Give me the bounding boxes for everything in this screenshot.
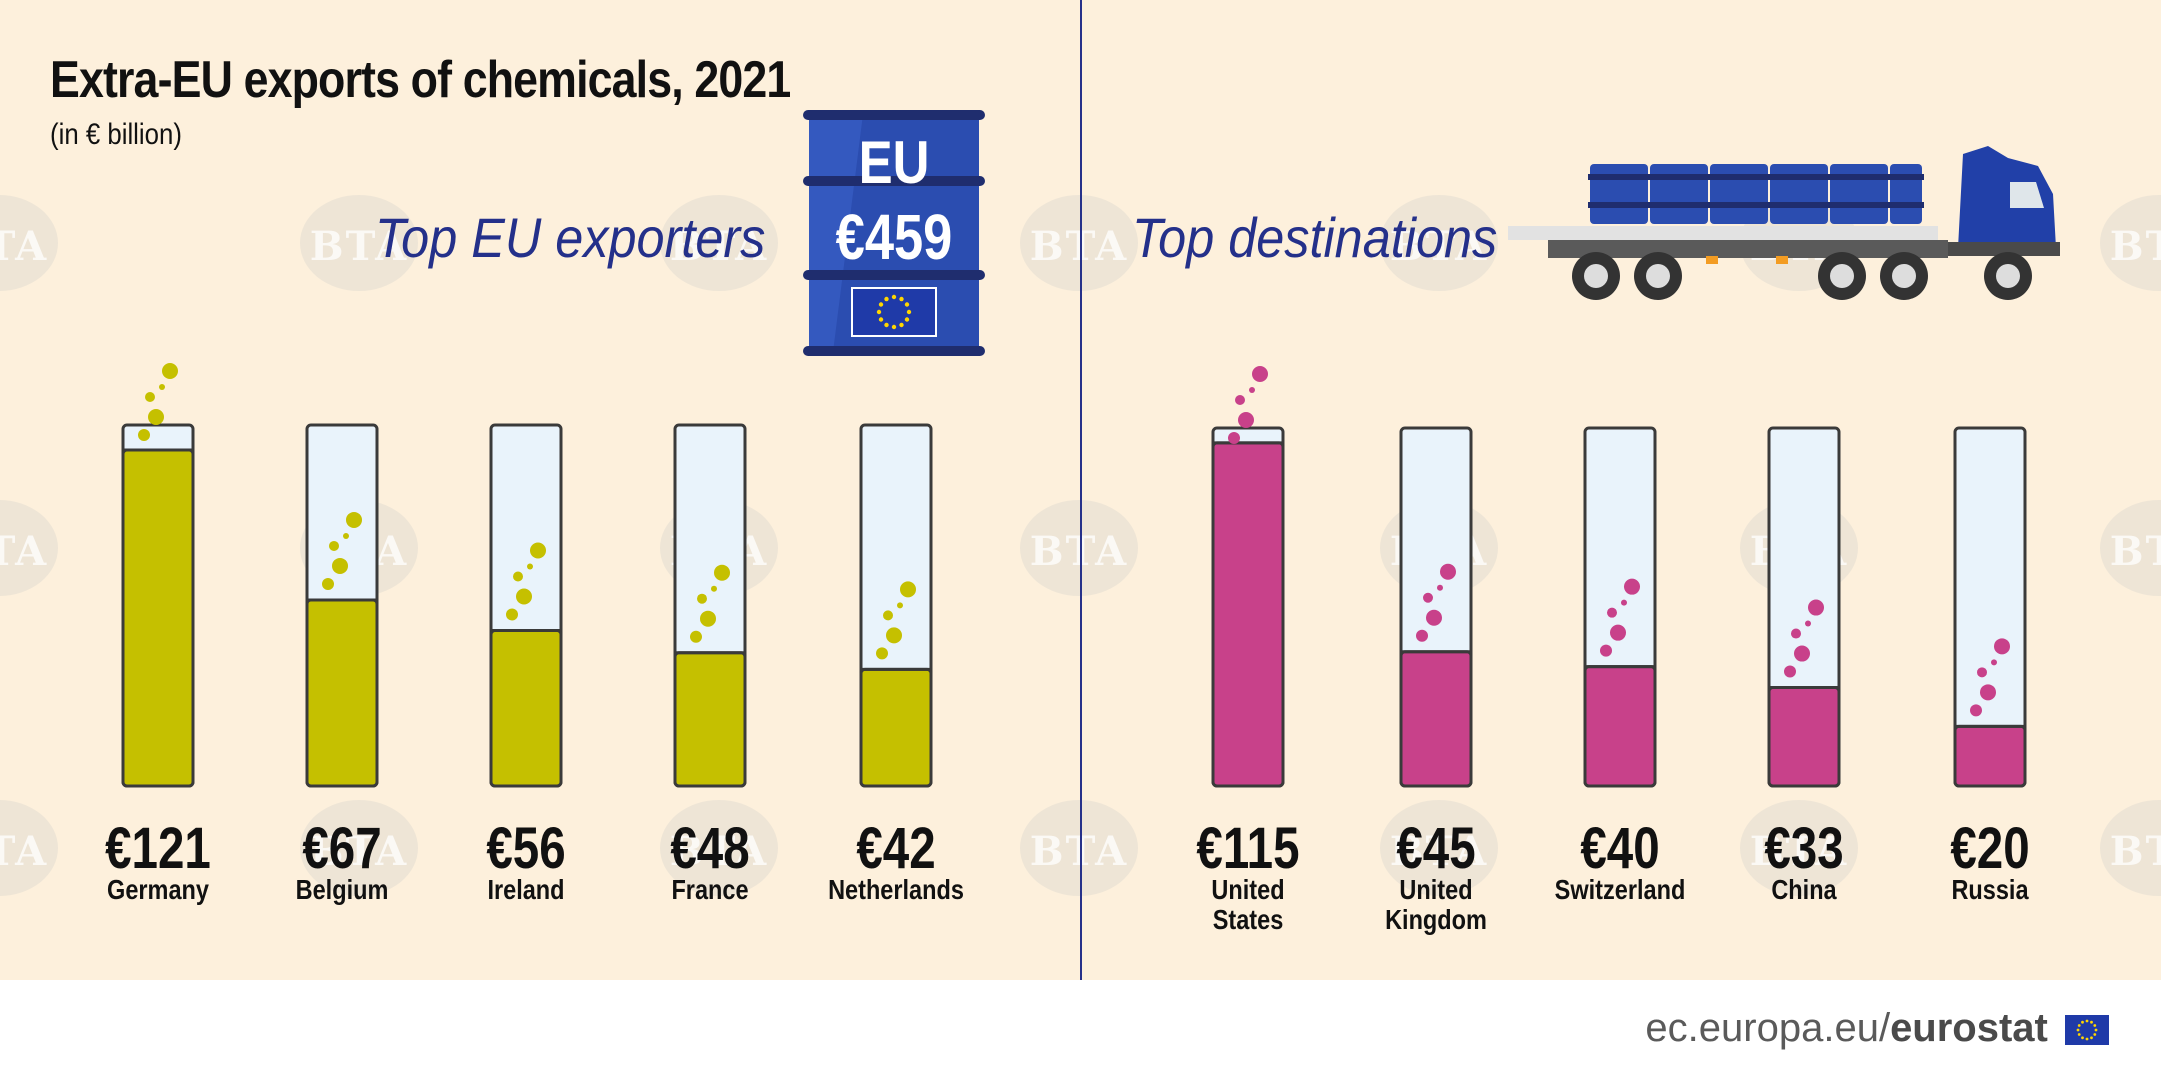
destinations-heading: Top destinations [1132, 206, 1498, 269]
watermark-text: BTA [669, 223, 769, 270]
watermark-text: BTA [0, 528, 49, 575]
watermark-logo: BTA [1740, 800, 1858, 896]
watermark-logo: BTA [1380, 195, 1498, 291]
destination-value-label: €115 [1196, 817, 1299, 882]
truck-icon [1508, 146, 2060, 300]
bubbles-icon [138, 363, 178, 441]
watermark-logo: BTA [300, 195, 418, 291]
exporter-bar-fill [121, 448, 195, 788]
watermark-logo: BTA [1020, 800, 1138, 896]
footer-source: ec.europa.eu/eurostat [1645, 1006, 2109, 1051]
eu-total-label: EU [858, 129, 930, 196]
destination-bar-fill [1767, 686, 1841, 788]
bubbles-icon [1416, 563, 1456, 642]
truck-wheels [1572, 252, 2032, 300]
watermark-logo: BTA [660, 195, 778, 291]
watermark-text: BTA [309, 828, 409, 875]
exporter-category-label: Germany [107, 875, 209, 905]
watermark-text: BTA [1389, 828, 1489, 875]
destination-bar-fill [1211, 441, 1285, 788]
watermark-text: BTA [1029, 223, 1129, 270]
destination-value-label: €20 [1950, 817, 2029, 882]
exporter-category-label: Ireland [487, 875, 564, 905]
watermark-text: BTA [0, 223, 49, 270]
bubbles-icon [1228, 366, 1268, 444]
destination-category-label: United [1211, 875, 1284, 905]
watermark-text: BTA [2109, 828, 2161, 875]
exporter-bar-fill [305, 598, 379, 788]
destination-category-label: Switzerland [1555, 875, 1686, 905]
destination-category-label: Kingdom [1385, 905, 1487, 935]
destination-category-label: United [1399, 875, 1472, 905]
bubbles-icon [1600, 578, 1640, 657]
watermark-text: BTA [2109, 528, 2161, 575]
eu-flag-small-icon [2065, 1015, 2109, 1045]
exporter-bar-fill [859, 667, 933, 788]
destination-bar-fill [1399, 650, 1473, 788]
destination-category-label: States [1213, 905, 1284, 935]
eu-total-value: €459 [835, 201, 953, 273]
page-title: Extra-EU exports of chemicals, 2021 [50, 51, 791, 109]
watermark-logo: BTA [1380, 800, 1498, 896]
watermark-text: BTA [669, 828, 769, 875]
destination-bar-fill [1953, 724, 2027, 788]
watermark-text: BTA [0, 828, 49, 875]
barrel-icon [803, 110, 985, 356]
watermark-text: BTA [1029, 528, 1129, 575]
watermark-logo: BTA [300, 800, 418, 896]
eu-flag-icon [851, 287, 937, 337]
section-divider [1080, 0, 1082, 980]
destination-value-label: €33 [1764, 817, 1843, 882]
exporter-value-label: €67 [302, 817, 381, 882]
bubbles-icon [876, 581, 916, 660]
watermark-logo: BTA [1020, 500, 1138, 596]
exporter-value-label: €121 [105, 817, 211, 882]
watermark-text: BTA [1029, 828, 1129, 875]
destination-category-label: China [1771, 875, 1837, 905]
destination-bar-fill [1583, 665, 1657, 788]
bubbles-icon [322, 511, 362, 590]
footer-brand: eurostat [1890, 1006, 2048, 1050]
exporter-value-label: €42 [856, 817, 935, 882]
exporter-bar-fill [489, 628, 563, 788]
watermark-text: BTA [1749, 828, 1849, 875]
bubbles-icon [506, 542, 546, 621]
exporter-value-label: €56 [486, 817, 565, 882]
exporter-value-label: €48 [670, 817, 749, 882]
watermark-text: BTA [309, 223, 409, 270]
exporter-category-label: Belgium [296, 875, 389, 905]
exporter-bar-fill [673, 651, 747, 788]
watermark-text: BTA [2109, 223, 2161, 270]
bubbles-icon [690, 564, 730, 643]
bubbles-icon [1784, 599, 1824, 678]
exporters-heading: Top EU exporters [375, 206, 766, 269]
page-subtitle: (in € billion) [50, 118, 182, 151]
exporter-category-label: Netherlands [828, 875, 964, 905]
destination-value-label: €40 [1580, 817, 1659, 882]
watermark-logo: BTA [660, 800, 778, 896]
watermark-logo: BTA [1020, 195, 1138, 291]
destination-value-label: €45 [1396, 817, 1475, 882]
bubbles-icon [1970, 638, 2010, 717]
footer-site: ec.europa.eu/ [1645, 1006, 1891, 1050]
destination-category-label: Russia [1951, 875, 2029, 905]
eu-total-barrel: EU €459 [803, 110, 985, 356]
watermark-text: BTA [1389, 223, 1489, 270]
exporter-category-label: France [671, 875, 748, 905]
